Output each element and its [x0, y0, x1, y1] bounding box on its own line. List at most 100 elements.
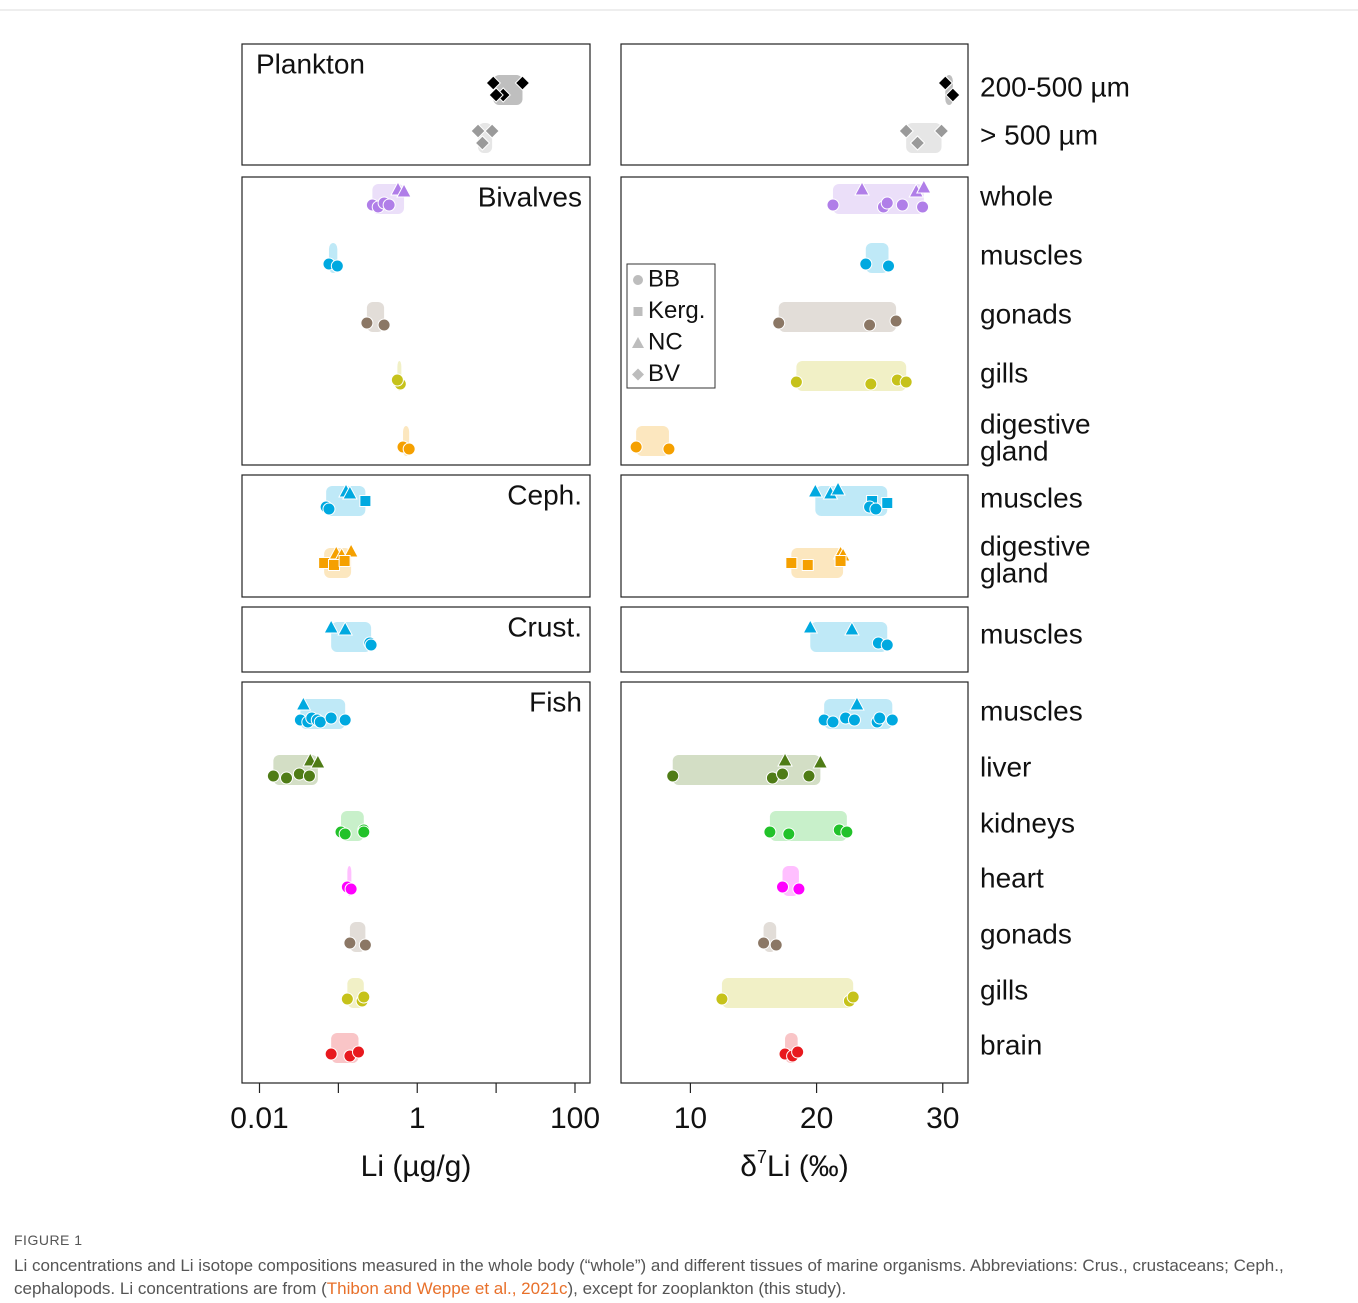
point [864, 377, 878, 391]
point [763, 825, 777, 839]
point [826, 198, 840, 212]
caption-part: Li concentrations and Li isotope composi… [14, 1256, 1284, 1298]
point [882, 259, 896, 273]
density-band [326, 486, 366, 516]
point [313, 715, 327, 729]
point [895, 198, 909, 212]
panel-title: Ceph. [507, 479, 582, 510]
x-tick-label: 0.01 [230, 1102, 288, 1135]
row-label: muscles [980, 239, 1083, 270]
point [807, 482, 824, 498]
point [338, 555, 351, 567]
legend-label: NC [648, 328, 683, 355]
point [846, 990, 860, 1004]
point [324, 1047, 338, 1061]
point [777, 751, 793, 767]
point [769, 938, 783, 952]
caption: FIGURE 1 Li concentrations and Li isotop… [14, 1232, 1334, 1300]
panel-frame [620, 606, 969, 673]
row-label: gills [980, 357, 1028, 388]
panel-title: Crust. [507, 611, 582, 642]
caption-part: ), except for zooplankton (this study). [567, 1279, 847, 1298]
row-label: brain [980, 1029, 1042, 1060]
point [323, 618, 339, 634]
panel-frame [620, 681, 969, 1084]
point [880, 638, 894, 652]
point [898, 123, 914, 139]
point [629, 440, 643, 454]
point [859, 257, 873, 271]
legend-label: BB [648, 265, 680, 292]
point [802, 618, 819, 634]
density-band [796, 361, 907, 391]
point [757, 936, 771, 950]
x-axis-label-part: Li (‰) [767, 1150, 849, 1183]
point [847, 713, 861, 727]
row-label: gonads [980, 298, 1072, 329]
point [889, 314, 903, 328]
point [899, 375, 913, 389]
legend-marker [632, 368, 644, 381]
point [390, 373, 404, 387]
panel-title: Fish [529, 686, 582, 717]
point [945, 87, 961, 103]
x-axis-label: δ7Li (‰) [740, 1147, 848, 1183]
point [792, 882, 806, 896]
point [488, 87, 504, 103]
point [342, 484, 358, 500]
row-label: muscles [980, 482, 1083, 513]
point [360, 316, 374, 330]
point [715, 992, 729, 1006]
row-label: digestive [980, 530, 1091, 561]
point [327, 559, 340, 571]
point [830, 480, 846, 496]
legend-marker [633, 307, 643, 316]
legend-label: Kerg. [648, 297, 705, 324]
point [863, 318, 877, 332]
point [666, 769, 680, 783]
point [772, 316, 786, 330]
point [826, 715, 840, 729]
x-tick-label: 20 [800, 1102, 833, 1135]
point [791, 1045, 805, 1059]
point [340, 992, 354, 1006]
point [338, 713, 352, 727]
point [802, 769, 816, 783]
point [382, 198, 396, 212]
point [854, 180, 870, 196]
point [322, 502, 336, 516]
point [343, 936, 357, 950]
point [514, 75, 531, 91]
x-tick-label: 30 [926, 1102, 959, 1135]
point [801, 559, 814, 571]
x-tick-label: 10 [674, 1102, 707, 1135]
point [337, 620, 354, 636]
density-band [906, 123, 942, 153]
caption-text: Li concentrations and Li isotope composi… [14, 1254, 1334, 1300]
point [484, 123, 500, 139]
row-label: gonads [980, 918, 1072, 949]
figure-label: FIGURE 1 [14, 1232, 83, 1248]
point [302, 769, 316, 783]
point [885, 713, 899, 727]
point [933, 123, 950, 139]
point [662, 442, 676, 456]
row-label: gland [980, 557, 1049, 588]
panel-frame [241, 43, 591, 166]
point [357, 825, 371, 839]
point [840, 825, 854, 839]
point [358, 938, 372, 952]
chart: Plankton 200-500 µm > 500 µm Bivalves whole m… [0, 9, 1358, 1183]
point [359, 495, 372, 507]
row-label: muscles [980, 695, 1083, 726]
point [776, 767, 790, 781]
point [295, 695, 312, 711]
point [881, 497, 894, 509]
point [364, 638, 378, 652]
point [789, 375, 803, 389]
point [324, 711, 338, 725]
caption-link[interactable]: Thibon and Weppe et al., 2021c [326, 1279, 568, 1298]
row-label: gills [980, 974, 1028, 1005]
density-band [778, 302, 897, 332]
